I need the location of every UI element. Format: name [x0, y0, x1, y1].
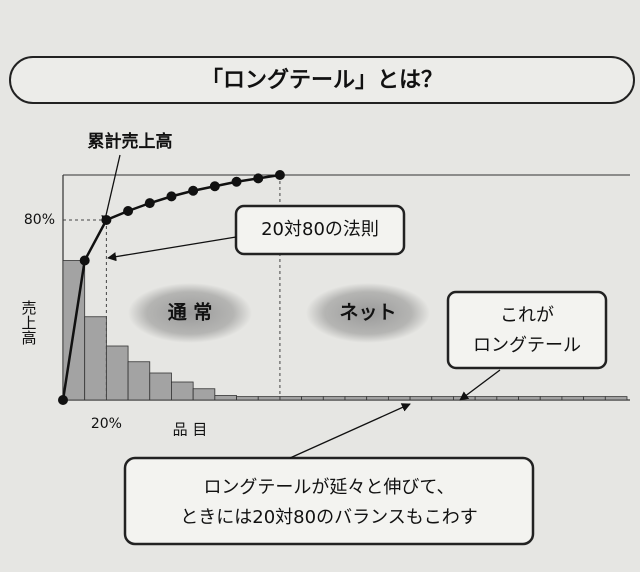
bar	[518, 396, 541, 401]
bar	[127, 361, 151, 401]
annotation-box	[123, 456, 535, 546]
bar	[387, 396, 411, 401]
bar	[583, 396, 606, 401]
annotation: ロングテールが延々と伸びて、	[203, 477, 454, 498]
annotation: ネット	[339, 302, 396, 324]
y-axis-title: 売上高	[20, 300, 38, 345]
cumulative-point	[253, 173, 264, 184]
title-box	[9, 56, 635, 104]
bar	[149, 372, 172, 401]
bar	[322, 396, 346, 401]
chart-title: 「ロングテール」とは？	[201, 67, 443, 93]
x-tick-label: 20%	[91, 416, 122, 432]
cumulative-point	[58, 395, 68, 405]
bar	[496, 396, 519, 401]
annotation: 20対80の法則	[261, 219, 379, 240]
bar	[301, 396, 324, 401]
annotation: 通 常	[168, 301, 213, 324]
arrow	[101, 154, 121, 225]
cumulative-point	[231, 176, 242, 187]
bar	[171, 381, 194, 401]
bar	[561, 396, 585, 401]
bar	[236, 396, 259, 401]
x-axis-title: 品 目	[173, 421, 208, 439]
bar	[257, 396, 281, 401]
cumulative-point	[144, 198, 155, 209]
annotation: これが	[500, 305, 554, 326]
bar	[366, 396, 389, 401]
bar	[409, 396, 433, 401]
arrow	[107, 236, 237, 262]
annotation: ときには20対80のバランスもこわす	[180, 507, 477, 528]
bar	[344, 396, 368, 401]
bar	[431, 396, 454, 401]
line-label: 累計売上高	[88, 131, 173, 152]
bar	[474, 396, 498, 401]
cumulative-point	[79, 255, 90, 266]
bar	[539, 396, 563, 401]
cumulative-point	[209, 181, 220, 192]
bar	[84, 316, 107, 401]
plot: 80% 20%	[24, 170, 628, 432]
arrow	[459, 369, 501, 401]
arrow	[289, 403, 411, 459]
bar	[214, 395, 237, 401]
bar	[604, 396, 628, 401]
y-tick-label: 80%	[24, 212, 55, 228]
annotation-box	[234, 204, 406, 256]
annotation-box	[446, 290, 608, 370]
cumulative-point	[123, 206, 134, 216]
bar	[105, 345, 129, 401]
cumulative-point	[188, 185, 199, 196]
bar	[279, 396, 303, 401]
bar	[192, 388, 216, 401]
cumulative-point	[274, 170, 285, 180]
blob	[306, 283, 430, 343]
blob	[128, 283, 252, 343]
annotation: ロングテール	[473, 335, 581, 356]
cumulative-point	[166, 191, 177, 202]
